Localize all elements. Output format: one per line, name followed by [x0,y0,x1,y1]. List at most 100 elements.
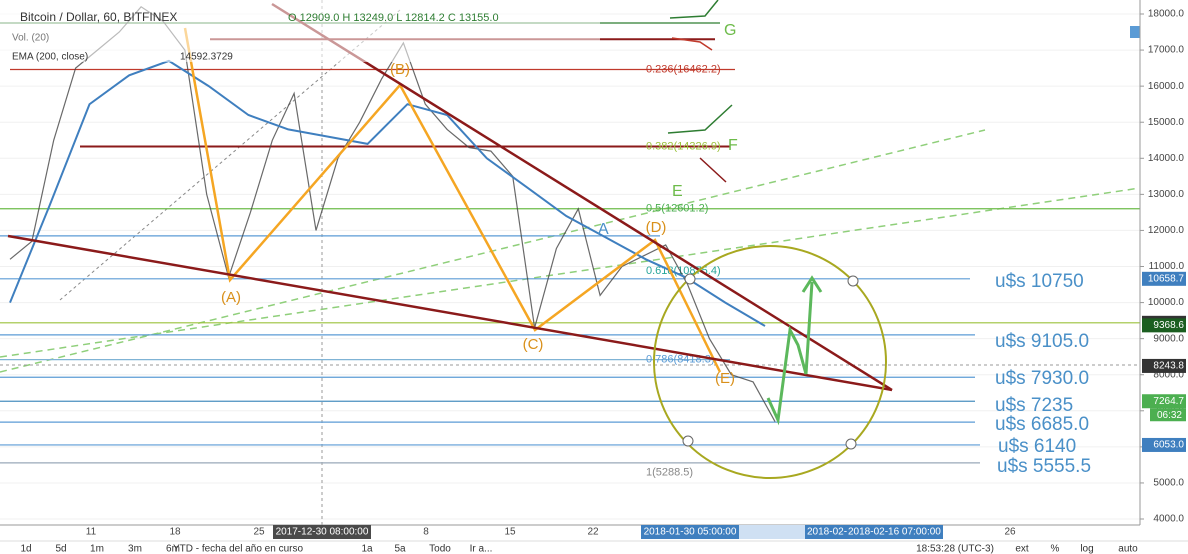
y-tick-label: 9000.0 [1153,333,1184,344]
scroll-icon[interactable] [1130,26,1140,38]
handle [682,435,694,447]
x-highlight [641,525,739,539]
letter-label: E [672,183,683,200]
ohlc: O 12909.0 H 13249.0 L 12814.2 C 13155.0 [288,12,499,24]
y-tick-label: 18000.0 [1148,9,1185,20]
wave-label: (D) [646,219,667,236]
toolbar-toggle[interactable]: auto [1118,544,1138,554]
y-tick-label: 13000.0 [1148,189,1185,200]
price-tag-label: 6053.0 [1153,440,1184,451]
x-highlight [805,525,943,539]
price-tag [1142,318,1186,333]
bracket [699,157,727,183]
target-label: u$s 9105.0 [995,331,1089,352]
x-range-label: 2018-02-16 07:00:00 [848,527,941,538]
x-range-label: 2018-01-30 05:00:00 [644,527,737,538]
price-tag-label: 8243.8 [1153,361,1184,372]
countdown-tag [1150,408,1186,422]
range-button[interactable]: Todo [429,544,451,554]
letter-label: A [598,221,609,238]
clock: 18:53:28 (UTC-3) [916,544,994,554]
range-button[interactable]: 6m [166,544,180,554]
letter-label: G [724,22,736,39]
ema-line [9,59,766,327]
fib-label: 0.382(14326.9) [646,140,721,152]
handle [847,275,859,287]
wave-label: (C) [523,336,544,353]
x-range-label: 2018-02- [807,527,847,538]
x-tick-label: 15 [504,527,516,538]
legend-bg [0,0,600,62]
ema-label: EMA (200, close) [12,52,88,63]
handle [845,438,857,450]
x-crosshair-label: 2017-12-30 08:00:00 [276,527,369,538]
target-label: u$s 7235 [995,395,1073,416]
range-button[interactable]: Ir a... [470,544,493,554]
y-tick-label: 10000.0 [1148,297,1185,308]
trend-line [7,234,893,392]
y-tick-label: 8000.0 [1153,369,1184,380]
y-tick-label: 15000.0 [1148,117,1185,128]
price-tag-label: 7264.7 [1153,396,1184,407]
y-tick-label: 11000.0 [1149,261,1185,272]
symbol: Bitcoin / Dollar, 60, BITFINEX [20,10,177,24]
price-tag-label: 10658.7 [1148,273,1185,284]
range-button[interactable]: 1d [20,544,31,554]
fib-label: 0.786(8418.3) [646,354,715,366]
price-tag [1142,394,1186,409]
range-button[interactable]: YTD - fecha del año en curso [173,544,304,554]
target-label: u$s 6140 [998,436,1076,457]
ema-value: 14592.3729 [180,52,233,63]
x-highlight [273,525,371,539]
volume-label: Vol. (20) [12,33,49,44]
wave-label: (E) [715,370,735,387]
y-tick-label: 14000.0 [1148,153,1185,164]
wave-label: (B) [390,61,410,78]
price-tag [1142,271,1186,286]
range-button[interactable]: 3m [128,544,142,554]
range-button[interactable]: 1a [361,544,373,554]
price-tag [1142,358,1186,373]
letter-label: F [728,137,738,154]
toolbar-toggle[interactable]: % [1051,544,1060,554]
price-tag-label: 9368.6 [1153,320,1184,331]
toolbar-toggle[interactable]: ext [1015,544,1029,554]
x-tick-label: 8 [423,527,429,538]
x-tick-label: 18 [169,527,181,538]
fib-label: 0.236(16462.2) [646,63,721,75]
price-tag [1142,437,1186,452]
range-button[interactable]: 5d [55,544,66,554]
trend-line [271,2,893,392]
y-tick-label: 12000.0 [1148,225,1185,236]
target-circle [653,245,887,479]
y-tick-label: 5000.0 [1153,478,1184,489]
fib-label: 1(5288.5) [646,466,693,478]
target-label: u$s 5555.5 [997,456,1091,477]
x-tick-label: 26 [1004,527,1016,538]
range-button[interactable]: 1m [90,544,104,554]
x-range [739,525,805,539]
bracket [669,0,719,19]
x-tick-label: 25 [253,527,265,538]
wave-label: (A) [221,289,241,306]
toolbar-toggle[interactable]: log [1080,544,1093,554]
target-label: u$s 6685.0 [995,414,1089,435]
wave-path [183,27,722,373]
fib-label: 0.5(12601.2) [646,203,708,215]
bracket [667,104,733,134]
countdown: 06:32 [1157,410,1182,421]
bracket [671,37,713,51]
y-tick-label: 17000.0 [1148,45,1185,56]
target-label: u$s 7930.0 [995,368,1089,389]
y-tick-label: 4000.0 [1153,514,1184,525]
projection-arrow [766,281,814,426]
y-tick-label: 16000.0 [1148,81,1185,92]
target-label: u$s 10750 [995,271,1084,292]
handle [684,273,696,285]
arrow-head [801,275,823,293]
x-tick-label: 11 [86,527,97,538]
range-button[interactable]: 5a [394,544,406,554]
